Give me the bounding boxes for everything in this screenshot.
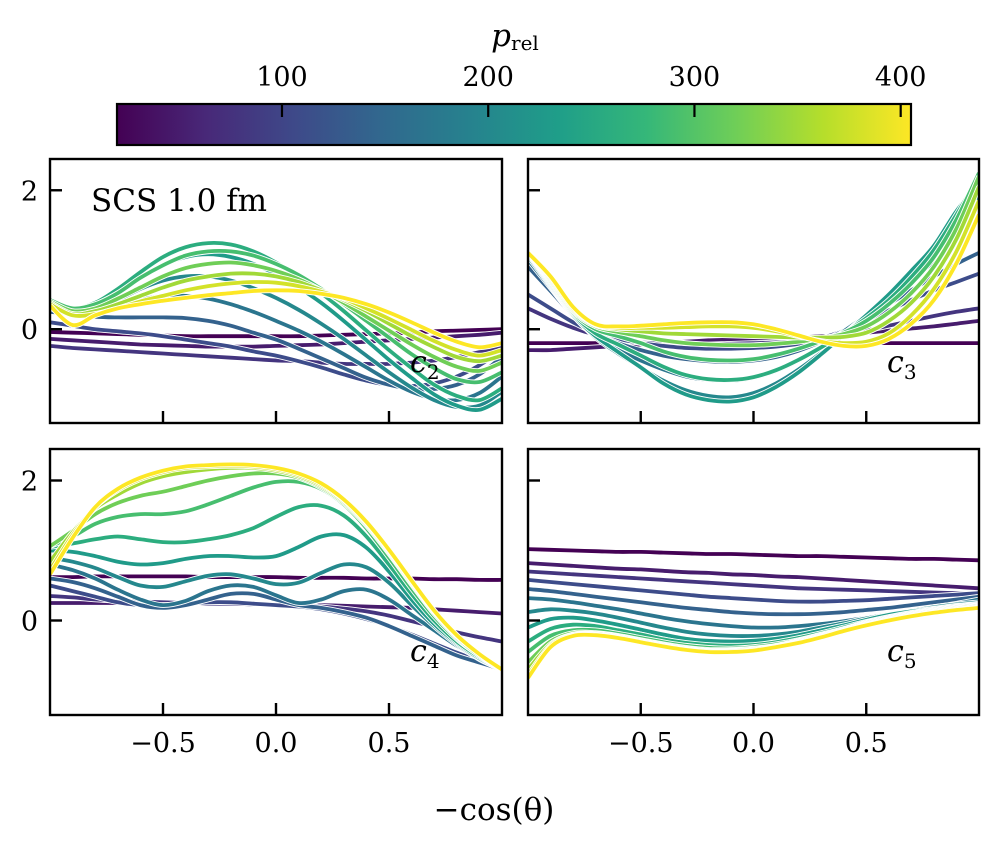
series-line-p290 xyxy=(528,172,979,363)
panel-c2: 02 SCS 1.0 fm c2 xyxy=(21,157,504,425)
panel-c4: −0.5 0.0 0.5 0 2 c4 xyxy=(21,447,504,759)
colorbar-label-main: p xyxy=(491,18,511,54)
series-line-p405 xyxy=(528,606,979,680)
curve-label-c5: c5 xyxy=(887,634,917,673)
curve-label-c2: c2 xyxy=(410,345,440,384)
x-tick-label: 0.0 xyxy=(255,728,298,759)
curve-label-c2-sub: 2 xyxy=(427,360,440,384)
panel-c3: c3 xyxy=(526,157,981,425)
curve-label-c3: c3 xyxy=(887,345,917,384)
colorbar-tick-label: 300 xyxy=(669,62,721,93)
panel-c5: −0.5 0.0 0.5 c5 xyxy=(526,447,981,759)
series-line-p50 xyxy=(528,561,979,591)
x-tick-label: 0.5 xyxy=(368,728,411,759)
series-line-p350 xyxy=(50,465,502,672)
curve-label-c4-sub: 4 xyxy=(427,649,440,673)
y-tick-label: 2 xyxy=(21,176,38,207)
colorbar-label: prel xyxy=(491,18,539,55)
colorbar-tick-label: 200 xyxy=(462,62,514,93)
curve-label-c3-main: c xyxy=(887,345,904,380)
colorbar: prel 100 200 300 400 xyxy=(115,18,926,147)
x-axis-title: −cos(θ) xyxy=(434,792,555,828)
y-tick-label: 2 xyxy=(21,467,38,498)
series-line-p170 xyxy=(50,562,502,672)
curve-label-c4: c4 xyxy=(410,634,440,673)
y-tick-label: 0 xyxy=(21,607,38,638)
series-line-halo xyxy=(50,464,502,672)
curve-label-c4-main: c xyxy=(410,634,427,669)
colorbar-tick-label: 100 xyxy=(256,62,308,93)
series-line-p140 xyxy=(50,576,502,672)
colorbar-gradient xyxy=(115,102,913,147)
series-line-p20 xyxy=(528,547,979,563)
series-line-p290 xyxy=(50,248,502,385)
x-tick-label: 0.5 xyxy=(845,728,888,759)
series-line-p320 xyxy=(50,471,502,672)
scs-annotation: SCS 1.0 fm xyxy=(91,183,267,219)
series-line-p350 xyxy=(50,271,502,364)
curve-label-c5-sub: 5 xyxy=(904,649,917,673)
x-tick-label: −0.5 xyxy=(608,728,674,759)
curve-label-c3-sub: 3 xyxy=(904,360,917,384)
series-line-p140 xyxy=(528,587,979,617)
series-line-p230 xyxy=(528,182,979,404)
x-tick-label: −0.5 xyxy=(130,728,196,759)
series-line-p405 xyxy=(50,462,502,672)
colorbar-tick-label: 400 xyxy=(875,62,927,93)
y-tick-label: 0 xyxy=(21,315,38,346)
series-line-p110 xyxy=(50,320,502,389)
x-tick-label: 0.0 xyxy=(732,728,775,759)
curve-label-c5-main: c xyxy=(887,634,904,669)
colorbar-ticks: 100 200 300 400 xyxy=(256,62,926,117)
colorbar-label-sub: rel xyxy=(511,31,539,55)
curve-label-c2-main: c xyxy=(410,345,427,380)
series-line-p320 xyxy=(50,260,502,373)
series-line-p80 xyxy=(528,569,979,596)
series-line-p110 xyxy=(528,578,979,604)
series-line-p405 xyxy=(528,213,979,349)
series-line-p405 xyxy=(50,288,502,350)
series-line-p260 xyxy=(528,175,979,382)
series-line-p260 xyxy=(50,503,502,672)
series-line-p20 xyxy=(50,574,502,582)
